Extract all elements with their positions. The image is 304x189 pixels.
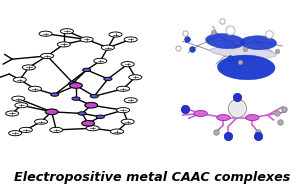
Ellipse shape <box>70 83 82 88</box>
Ellipse shape <box>129 75 142 80</box>
Ellipse shape <box>22 65 35 70</box>
Ellipse shape <box>117 86 130 91</box>
Ellipse shape <box>45 109 58 115</box>
Ellipse shape <box>206 33 244 49</box>
Ellipse shape <box>246 115 259 121</box>
Ellipse shape <box>240 36 277 50</box>
Ellipse shape <box>41 53 54 58</box>
Ellipse shape <box>104 77 112 81</box>
Ellipse shape <box>210 47 276 58</box>
Ellipse shape <box>29 86 41 91</box>
Ellipse shape <box>39 31 52 36</box>
Ellipse shape <box>217 55 275 80</box>
Ellipse shape <box>121 119 134 124</box>
Ellipse shape <box>19 127 33 132</box>
Ellipse shape <box>72 97 80 100</box>
Ellipse shape <box>111 129 123 134</box>
Ellipse shape <box>78 112 86 115</box>
Ellipse shape <box>50 93 59 96</box>
Ellipse shape <box>96 115 105 119</box>
Ellipse shape <box>80 37 93 42</box>
Ellipse shape <box>124 37 137 42</box>
Ellipse shape <box>90 94 98 98</box>
Ellipse shape <box>109 32 122 37</box>
Ellipse shape <box>94 58 107 63</box>
Ellipse shape <box>50 127 63 132</box>
Ellipse shape <box>6 111 19 116</box>
Ellipse shape <box>194 111 207 116</box>
Ellipse shape <box>124 98 137 103</box>
Ellipse shape <box>60 29 74 34</box>
Ellipse shape <box>117 108 130 113</box>
Text: Electropositive metal CAAC complexes: Electropositive metal CAAC complexes <box>14 171 290 184</box>
Ellipse shape <box>85 102 98 108</box>
Ellipse shape <box>35 119 48 124</box>
Ellipse shape <box>82 121 95 126</box>
Ellipse shape <box>57 42 71 47</box>
Ellipse shape <box>12 96 25 101</box>
Ellipse shape <box>217 115 230 121</box>
Ellipse shape <box>83 68 91 72</box>
Ellipse shape <box>13 77 26 82</box>
Ellipse shape <box>121 62 134 67</box>
Ellipse shape <box>69 81 77 85</box>
Ellipse shape <box>86 126 99 131</box>
Ellipse shape <box>9 131 22 136</box>
Ellipse shape <box>15 103 28 108</box>
Ellipse shape <box>101 45 114 50</box>
